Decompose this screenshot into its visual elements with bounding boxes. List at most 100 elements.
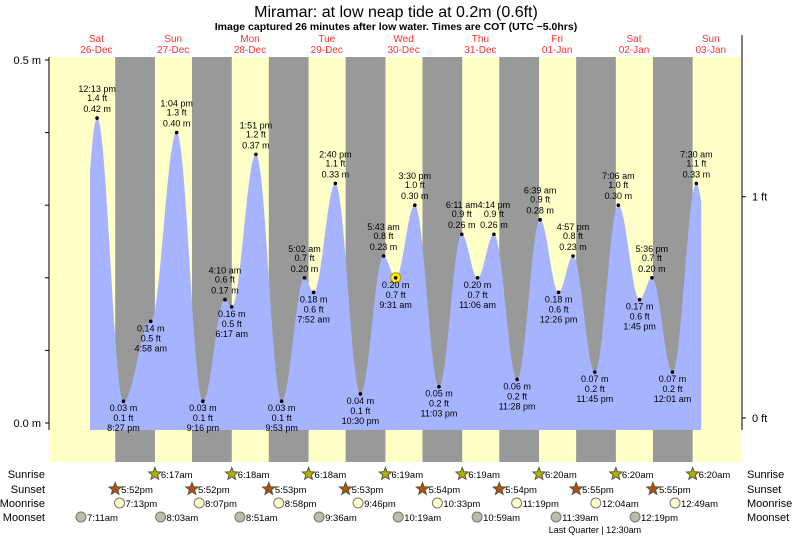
tide-label: 1:04 pm [160,99,193,109]
moonrise-time: 12:04am [602,499,639,510]
moonset-row-label-right: Moonset [747,512,789,524]
sunrise-row-label-right: Sunrise [747,469,784,481]
tide-label: 0.30 m [605,191,633,201]
tide-label: 0.16 m [218,309,246,319]
tide-point [694,181,699,186]
tide-label: 0.7 ft [294,253,315,263]
tide-label: 0.20 m [464,280,492,290]
day-name: Sat [89,34,104,45]
tide-label: 0.5 ft [222,319,243,329]
tide-point [616,203,621,207]
tide-label: 1.4 ft [87,93,108,103]
day-name: Sun [164,34,182,45]
tide-label: 8:27 pm [107,423,140,433]
tide-point [223,297,227,302]
tide-label: 0.26 m [480,220,508,230]
tide-label: 9:16 pm [187,423,220,433]
sunrise-icon [685,466,701,481]
sunrise-time: 6:20am [545,470,577,481]
sunrise-time: 6:19am [468,470,500,481]
tide-point [515,377,519,382]
tide-point [538,217,542,222]
day-date: 26-Dec [80,45,112,56]
tide-label: 0.8 ft [563,231,584,241]
day-date: 29-Dec [311,45,343,56]
moonrise-time: 10:33pm [443,499,480,510]
tide-area [90,118,702,430]
sunrise-time: 6:18am [238,470,270,481]
day-date: 01-Jan [542,45,573,56]
sunset-icon [415,481,431,496]
tide-label: 0.03 m [268,403,296,413]
moonset-time: 10:59am [483,513,520,524]
tide-label: 0.03 m [110,403,138,413]
tide-point [637,297,642,302]
tide-label: 0.7 ft [642,253,663,263]
sunset-row-label-right: Sunset [747,484,781,496]
tide-label: 0.20 m [638,264,666,274]
tide-label: 0.17 m [211,286,239,296]
tide-point [358,392,363,396]
tide-label: 0.05 m [425,389,453,399]
tide-point [333,181,338,186]
day-name: Sun [702,34,720,45]
tide-label: 7:30 am [680,149,713,159]
moonrise-time: 11:19pm [523,499,559,510]
sunset-icon [568,481,584,496]
moonrise-icon [431,497,443,509]
sunset-time: 5:52pm [121,485,153,496]
tide-label: 0.20 m [291,264,319,274]
tide-point [311,290,316,295]
moonrise-time: 12:49am [681,499,718,510]
tide-point [302,276,307,280]
tide-label: 6:11 am [446,200,478,210]
tide-point [413,203,417,207]
tide-point [571,254,575,258]
tide-label: 0.23 m [559,242,587,252]
right-axis-label: 0 ft [752,413,767,425]
tide-label: 12:26 pm [540,314,578,324]
sunset-time: 5:54pm [505,485,537,496]
tide-label: 0.7 ft [468,290,489,300]
moonset-time: 7:11am [87,513,118,524]
moonrise-icon [193,497,205,509]
sunset-icon [184,481,200,496]
moon-phase: Last Quarter | 12:30am [549,525,641,535]
left-axis-label: 0.0 m [13,418,41,430]
tide-label: 0.9 ft [530,195,551,205]
day-date: 02-Jan [619,45,650,56]
tide-point [459,232,464,237]
tide-point [95,116,99,120]
sunset-row-label: Sunset [11,484,45,496]
tide-point [229,305,234,309]
tide-label: 7:06 am [602,171,635,181]
sunset-time: 5:54pm [428,485,460,496]
sunset-icon [491,481,507,496]
tide-label: 1:51 pm [240,120,273,130]
day-date: 27-Dec [157,45,189,56]
sunrise-icon [454,466,470,481]
sunrise-row-label: Sunrise [8,469,45,481]
tide-label: 12:01 am [654,394,692,404]
tide-point [121,399,126,404]
tide-label: 0.28 m [526,206,554,216]
tide-label: 0.5 ft [141,333,162,343]
moonrise-row-label-right: Moonrise [747,498,792,510]
tide-label: 0.37 m [242,140,270,150]
tide-label: 0.9 ft [452,209,473,219]
day-name: Tue [318,34,335,45]
tide-label: 1.3 ft [167,108,188,118]
tide-label: 0.14 m [137,323,165,333]
moonset-time: 12:19pm [641,513,678,524]
tide-point [254,152,258,157]
tide-point [279,399,284,404]
tide-label: 0.2 ft [507,391,528,401]
day-date: 03-Jan [696,45,727,56]
sunset-time: 5:55pm [659,485,691,496]
moonrise-icon [511,497,523,509]
moonset-time: 11:39am [562,513,598,524]
sunrise-icon [147,466,163,481]
chart-title: Miramar: at low neap tide at 0.2m (0.6ft… [254,4,538,21]
tide-label: 1.0 ft [405,180,426,190]
tide-point [381,254,386,258]
